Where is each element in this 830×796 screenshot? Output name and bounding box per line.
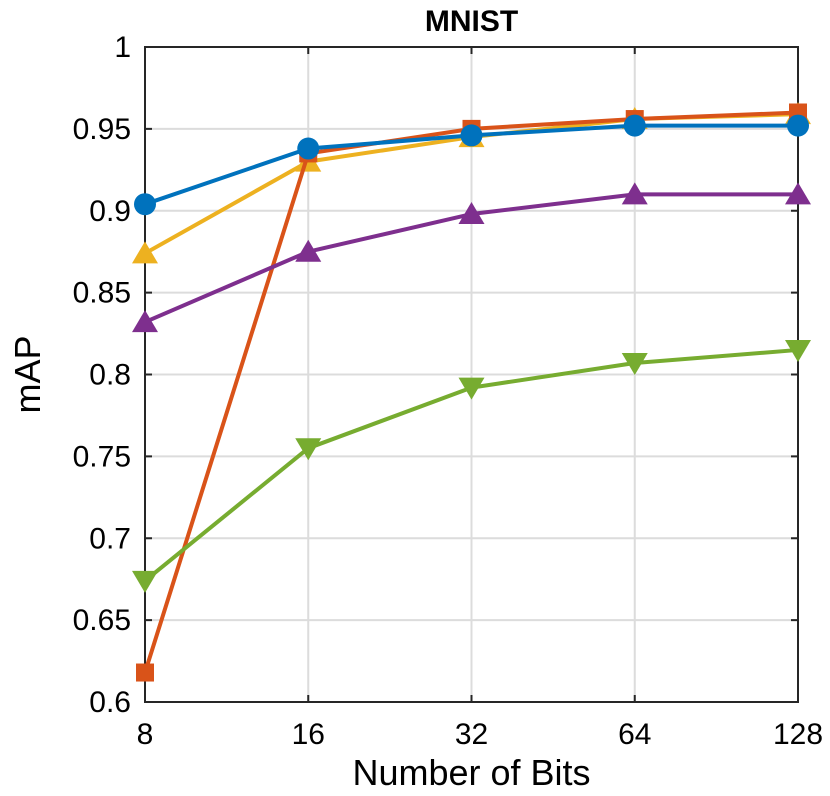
series-green	[132, 339, 811, 593]
y-tick-label: 0.8	[89, 359, 131, 392]
series-green-point	[132, 570, 158, 593]
series-purple-point	[132, 310, 158, 333]
x-tick-label: 64	[618, 718, 651, 751]
x-tick-label: 16	[292, 718, 325, 751]
series-blue-point	[787, 114, 809, 137]
series-green-point	[785, 339, 811, 362]
chart-title: MNIST	[425, 5, 518, 38]
series-purple-point	[785, 182, 811, 205]
y-tick-label: 1	[114, 31, 131, 64]
series-green-point	[295, 438, 322, 461]
series-purple-point	[458, 202, 485, 225]
y-tick-label: 0.9	[89, 195, 131, 228]
y-axis-label: mAP	[7, 335, 48, 413]
series-blue-point	[460, 124, 483, 147]
tick-labels: 8 16 32 64 128 0.6 0.65 0.7 0.75 0.8 0.85 0.9 0.95 1	[73, 31, 823, 751]
x-tick-label: 128	[773, 718, 823, 751]
series-purple	[132, 182, 811, 333]
series-blue-point	[134, 193, 156, 216]
series-purple-point	[621, 182, 648, 205]
series-blue	[134, 114, 809, 216]
y-tick-label: 0.95	[73, 113, 131, 146]
series-blue-point	[623, 114, 646, 137]
x-tick-label: 32	[455, 718, 488, 751]
y-tick-label: 0.7	[89, 522, 131, 555]
series-purple-point	[295, 239, 322, 262]
series-green-point	[621, 353, 648, 376]
x-axis-label: Number of Bits	[352, 752, 590, 793]
y-tick-label: 0.85	[73, 277, 131, 310]
series-blue-point	[297, 137, 320, 160]
series-green-point	[458, 377, 485, 400]
y-tick-label: 0.6	[89, 686, 131, 719]
y-tick-label: 0.65	[73, 604, 131, 637]
y-tick-label: 0.75	[73, 440, 131, 473]
series-layer	[132, 102, 811, 682]
series-yellow-point	[132, 241, 158, 264]
series-orange-point	[136, 663, 154, 682]
x-tick-label: 8	[137, 718, 154, 751]
